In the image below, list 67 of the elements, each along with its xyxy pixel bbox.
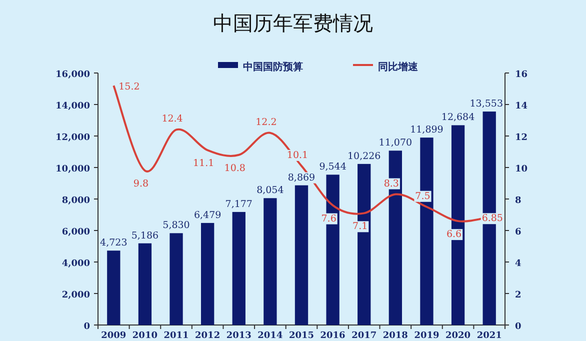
data-label: 8,869 [288,172,316,184]
data-label: 11,899 [410,124,444,136]
y2-tick-label: 14 [515,102,528,112]
legend-label: 同比增速 [378,61,419,73]
data-label: 11,070 [378,138,412,149]
bar [264,198,277,325]
y2-tick-label: 12 [515,133,528,143]
x-tick-label: 2013 [226,331,252,341]
data-label: 7,177 [225,198,252,210]
data-label: 10,226 [347,150,381,162]
y2-tick-label: 0 [515,322,522,332]
y-tick-label: 12,000 [56,133,90,143]
data-label: 6.85 [482,213,503,224]
data-label: 5,186 [131,230,159,242]
x-tick-label: 2020 [446,331,471,341]
y2-tick-label: 4 [515,259,522,269]
data-label: 6.6 [446,229,462,240]
bar [138,243,152,325]
y2-tick-label: 16 [515,70,528,80]
data-label: 8,054 [256,185,284,196]
x-tick-label: 2021 [476,331,502,341]
data-label: 12.2 [256,116,277,128]
data-label: 5,830 [162,220,190,232]
legend-label: 中国国防预算 [243,61,303,73]
data-label: 6,479 [194,210,222,221]
x-tick-label: 2017 [352,331,377,341]
y-tick-label: 14,000 [56,102,90,112]
y-tick-label: 6,000 [62,228,90,238]
data-label: 12.4 [162,114,183,125]
y-tick-label: 2,000 [62,290,90,300]
data-label: 7.6 [321,213,336,224]
data-label: 4,723 [100,238,128,249]
bar [294,185,308,325]
data-label: 11.1 [193,158,214,170]
y-tick-label: 16,000 [56,70,90,80]
data-label: 8.3 [384,178,399,190]
bar [170,233,183,325]
data-label: 10.8 [224,162,246,174]
bar [232,212,246,325]
data-label: 12,684 [441,112,475,124]
x-tick-label: 2010 [132,331,158,341]
x-tick-label: 2014 [258,331,283,341]
data-label: 15.2 [118,82,140,93]
bar [107,250,120,325]
x-tick-label: 2019 [414,331,440,341]
y-tick-label: 10,000 [56,164,90,174]
data-label: 9,544 [319,162,346,173]
y2-tick-label: 2 [515,290,522,300]
data-label: 10.1 [286,150,308,161]
x-tick-label: 2011 [164,331,189,341]
y2-tick-label: 8 [515,196,522,206]
y-tick-label: 0 [84,322,90,332]
chart-title: 中国历年军费情况 [213,11,373,35]
y2-tick-label: 6 [515,228,522,238]
x-tick-label: 2016 [320,331,346,341]
y-tick-label: 8,000 [62,196,90,206]
bar [201,222,214,325]
y-tick-label: 4,000 [62,259,90,269]
x-tick-label: 2012 [195,331,220,341]
data-label: 7.5 [415,190,430,202]
data-label: 13,553 [470,98,503,110]
y2-tick-label: 10 [515,164,528,174]
data-label: 7.1 [352,221,368,232]
data-label: 9.8 [133,178,149,190]
x-tick-label: 2015 [288,331,314,341]
x-tick-label: 2018 [382,331,408,341]
x-tick-label: 2009 [101,331,126,341]
